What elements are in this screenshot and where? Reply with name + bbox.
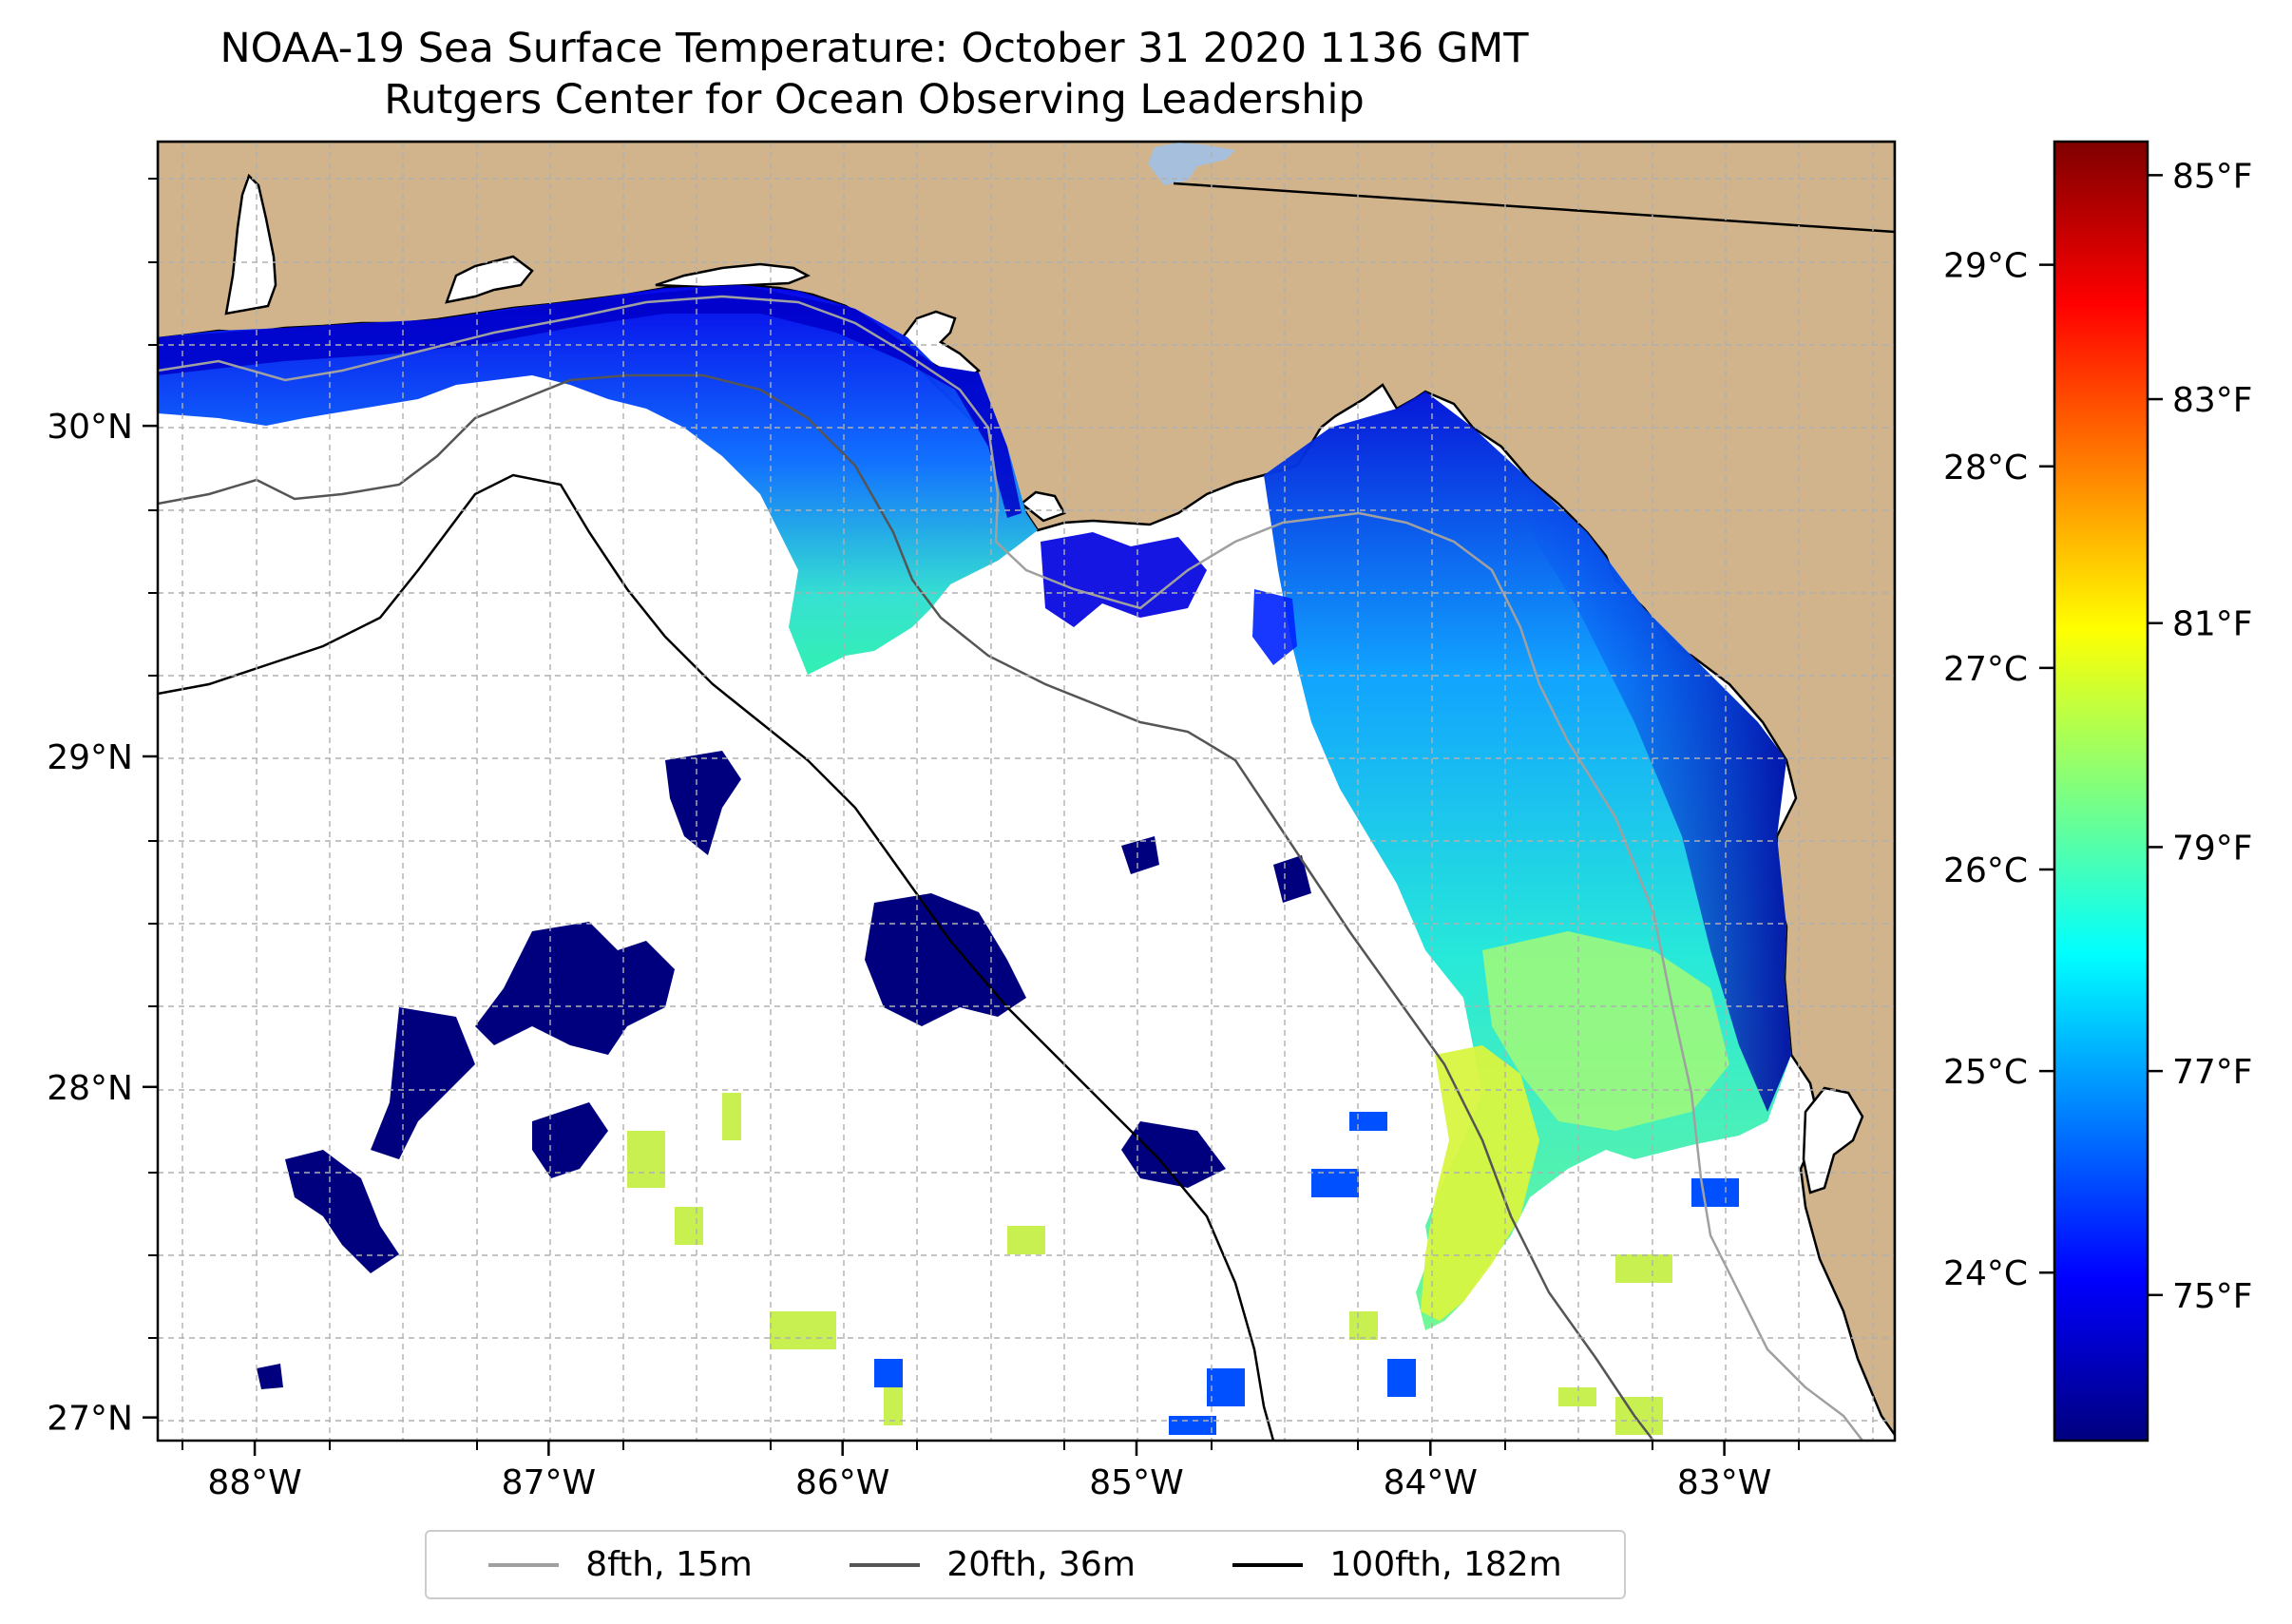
sst-swath-panhandle: [158, 285, 1038, 675]
lat-tick-label: 28°N: [47, 1069, 133, 1108]
map-frame: [156, 140, 1897, 1442]
map-layers: [158, 142, 1895, 1441]
pensacola-bay: [445, 255, 534, 304]
colorbar-celsius-label: 25°C: [1943, 1053, 2028, 1092]
legend-label-100fth: 100fth, 182m: [1329, 1545, 1562, 1584]
legend-swatch-100fth: [1232, 1562, 1304, 1567]
lat-tick-label: 30°N: [47, 408, 133, 447]
legend-item-8fth: 8fth, 15m: [488, 1545, 753, 1584]
colorbar-celsius-label: 24°C: [1943, 1254, 2028, 1293]
sst-scattered-pixels: [627, 1093, 1672, 1435]
colorbar-celsius-label: 27°C: [1943, 650, 2028, 689]
colorbar-celsius-label: 28°C: [1943, 449, 2028, 487]
colorbar: 24°C 25°C 26°C 27°C 28°C 29°C 75°F 77°F 79°F 81°…: [1943, 140, 2253, 1442]
colorbar-fahrenheit-label: 77°F: [2172, 1053, 2253, 1092]
lon-tick-label: 86°W: [795, 1463, 889, 1502]
colorbar-celsius-axis: 24°C 25°C 26°C 27°C 28°C 29°C: [1943, 247, 2054, 1293]
legend-item-20fth: 20fth, 36m: [850, 1545, 1136, 1584]
lake: [1148, 143, 1235, 185]
lon-tick-label: 87°W: [502, 1463, 596, 1502]
sst-offshore-patches: [257, 751, 1311, 1389]
lon-tick-label: 88°W: [207, 1463, 301, 1502]
map-title: NOAA-19 Sea Surface Temperature: October…: [220, 25, 1529, 72]
graticule: [158, 142, 1895, 1441]
colorbar-fahrenheit-label: 81°F: [2172, 605, 2253, 644]
sst-swath-bigbend-cold-edge: [1520, 475, 1791, 1112]
lat-tick-label: 29°N: [47, 738, 133, 777]
colorbar-celsius-label: 26°C: [1943, 851, 2028, 890]
apalachicola-bay: [1019, 490, 1066, 523]
sst-warm-patch: [1421, 1045, 1539, 1321]
isobath-8fth: [158, 295, 1863, 1441]
legend-item-100fth: 100fth, 182m: [1232, 1545, 1562, 1584]
colorbar-fahrenheit-label: 85°F: [2172, 157, 2253, 196]
lon-tick-label: 84°W: [1384, 1463, 1478, 1502]
colorbar-gradient: [2053, 140, 2149, 1442]
longitude-axis: 88°W 87°W 86°W 85°W 84°W 83°W: [207, 1441, 1771, 1502]
boundary-line: [1173, 182, 1895, 234]
sst-swath-panhandle-cold-edge: [158, 285, 1022, 518]
isobath-legend: 8fth, 15m 20fth, 36m 100fth, 182m: [425, 1530, 1626, 1599]
latitude-axis: 27°N 28°N 29°N 30°N: [47, 408, 158, 1439]
colorbar-fahrenheit-label: 75°F: [2172, 1277, 2253, 1316]
colorbar-fahrenheit-axis: 75°F 77°F 79°F 81°F 83°F 85°F: [2148, 157, 2253, 1316]
minor-ticks: [148, 178, 1800, 1450]
map-subtitle: Rutgers Center for Ocean Observing Leade…: [384, 76, 1365, 124]
sst-shelf-blob: [1252, 589, 1297, 665]
tampa-bay: [1802, 1086, 1864, 1194]
legend-label-8fth: 8fth, 15m: [585, 1545, 753, 1584]
lon-tick-label: 83°W: [1677, 1463, 1771, 1502]
sst-bay-blobs: [1041, 532, 1207, 627]
legend-label-20fth: 20fth, 36m: [946, 1545, 1136, 1584]
mobile-bay: [224, 173, 277, 315]
legend-swatch-20fth: [850, 1562, 921, 1567]
isobath-100fth: [158, 473, 1275, 1441]
lat-tick-label: 27°N: [47, 1400, 133, 1439]
colorbar-fahrenheit-label: 79°F: [2172, 829, 2253, 868]
colorbar-celsius-label: 29°C: [1943, 247, 2028, 286]
lon-tick-label: 85°W: [1089, 1463, 1183, 1502]
colorbar-fahrenheit-label: 83°F: [2172, 381, 2253, 420]
legend-swatch-8fth: [488, 1562, 560, 1567]
